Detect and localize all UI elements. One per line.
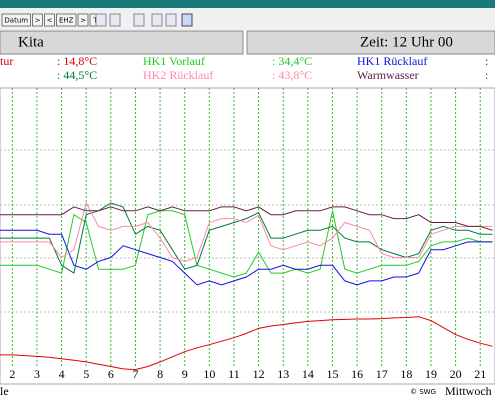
site-name: Kita: [18, 34, 44, 50]
series-line: [0, 316, 493, 371]
x-tick-label: 14: [302, 367, 314, 381]
legend-name: HK1 Vorlauf: [143, 54, 205, 68]
site-panel: [0, 30, 244, 55]
toolbar-label: Datum: [4, 17, 28, 25]
legend-reading: :: [485, 68, 488, 82]
x-tick-label: 19: [425, 367, 437, 381]
x-tick-label: 12: [253, 367, 265, 381]
x-tick-label: 13: [277, 367, 289, 381]
toolbar-label: >: [35, 17, 41, 25]
x-tick-label: 6: [108, 367, 114, 381]
time-panel: [246, 30, 495, 55]
icon[interactable]: [151, 13, 163, 27]
toolbar-label: <: [47, 17, 53, 25]
legend-reading: :: [485, 54, 488, 68]
x-tick-label: 21: [474, 367, 486, 381]
toolbar-button[interactable]: [1, 13, 31, 27]
plot-area: [0, 87, 495, 385]
toolbar-icons: [95, 13, 193, 27]
toolbar-button[interactable]: [77, 13, 89, 27]
x-tick-label: 5: [83, 367, 89, 381]
x-tick-label: 20: [450, 367, 462, 381]
legend-reading: : 44,5°C: [57, 68, 97, 82]
legend-name: HK1 Rücklauf: [357, 54, 427, 68]
x-tick-label: 17: [376, 367, 388, 381]
x-tick-label: 10: [203, 367, 215, 381]
footer-left: le: [0, 384, 9, 398]
toolbar-button[interactable]: [44, 13, 55, 27]
toolbar-buttons: Datum><EHZ>TA: [1, 13, 106, 27]
toolbar-button[interactable]: [32, 13, 43, 27]
x-tick-label: 2: [9, 367, 15, 381]
legend-name: HK2 Rücklauf: [143, 68, 213, 82]
legend-name: tur: [0, 54, 13, 68]
toolbar-button[interactable]: [56, 13, 77, 27]
x-tick-label: 16: [351, 367, 363, 381]
icon[interactable]: [181, 13, 193, 27]
icon[interactable]: [133, 13, 145, 27]
series-line: [0, 206, 493, 231]
x-tick-label: 9: [182, 367, 188, 381]
toolbar-label: EHZ: [59, 17, 74, 25]
x-tick-label: 11: [228, 367, 240, 381]
series-line: [0, 229, 493, 286]
legend-name: Warmwasser: [357, 68, 419, 82]
title-bar: [0, 0, 495, 8]
x-tick-label: 15: [326, 367, 338, 381]
legend-reading: : 14,8°C: [57, 54, 97, 68]
icon[interactable]: [109, 13, 121, 27]
icon[interactable]: [165, 13, 177, 27]
legend-reading: : 43,8°C: [272, 68, 312, 82]
icon[interactable]: [95, 13, 107, 27]
series-line: [0, 202, 493, 274]
x-tick-label: 8: [157, 367, 163, 381]
x-tick-label: 7: [132, 367, 138, 381]
legend-reading: : 34,4°C: [272, 54, 312, 68]
copyright: © SWG: [410, 388, 436, 396]
series-line: [0, 201, 493, 262]
weekday: Mittwoch: [445, 384, 492, 398]
time: Zeit: 12 Uhr 00: [360, 34, 453, 50]
toolbar: [0, 8, 495, 30]
x-tick-label: 18: [400, 367, 412, 381]
x-tick-label: 3: [34, 367, 40, 381]
toolbar-label: >: [80, 17, 86, 25]
x-tick-label: 4: [59, 367, 65, 381]
